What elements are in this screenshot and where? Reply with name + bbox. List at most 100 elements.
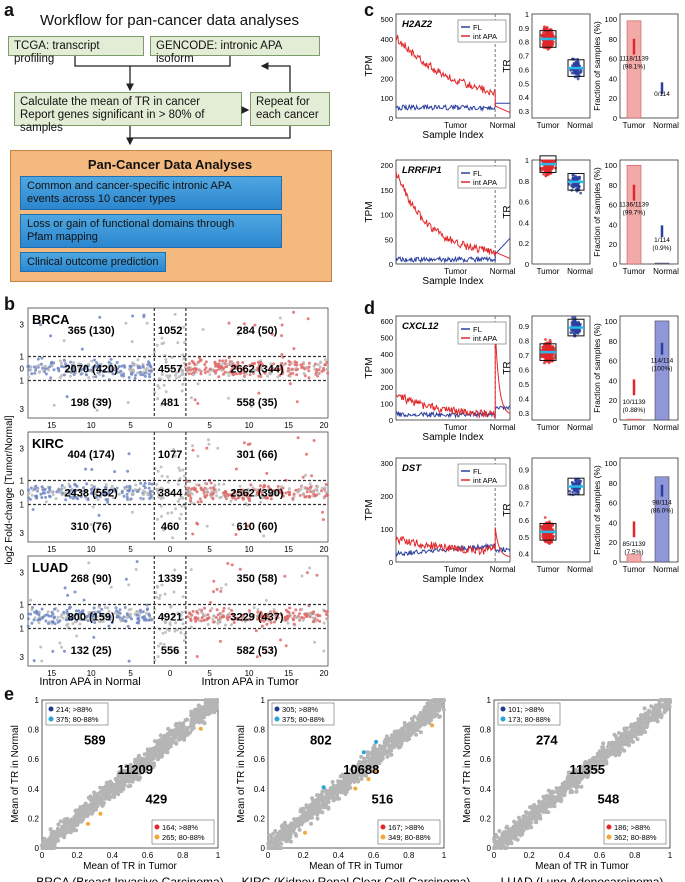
frac-ytick: 20 [609, 94, 617, 103]
apa-tpm-line [395, 527, 511, 557]
b-point [74, 609, 78, 613]
b-point [66, 593, 70, 597]
gene-name: CXCL12 [402, 321, 439, 332]
e-point [399, 740, 404, 745]
e-point [430, 723, 435, 728]
frac-tumor-bar [626, 164, 642, 265]
b-point [255, 655, 259, 659]
b-point [124, 577, 128, 581]
e-legend-dot [48, 716, 54, 722]
frac-normal-count: 114/114 [651, 358, 674, 365]
tr-tumor-point [544, 32, 548, 35]
b-point [276, 375, 280, 379]
b-point [156, 384, 160, 388]
panel-letter-b: b [4, 294, 15, 314]
e-point [115, 787, 120, 791]
pan-cancer-title: Pan-Cancer Data Analyses [87, 157, 253, 172]
b-point [205, 487, 209, 491]
b-point [135, 560, 139, 564]
tr-tumor-point [546, 354, 550, 358]
b-point [199, 358, 203, 362]
b-point [268, 368, 272, 372]
b-point [222, 606, 226, 610]
tr-ytick: 0.6 [519, 198, 529, 207]
b-point [145, 612, 148, 615]
e-point [161, 748, 166, 753]
tpm-ytick: 200 [380, 74, 393, 83]
b-point [203, 614, 207, 618]
b-point [246, 487, 250, 491]
legend-apa-label: int APA [473, 178, 497, 187]
b-point [175, 376, 178, 380]
b-point [248, 363, 252, 367]
tr-ytick: 0.7 [519, 351, 529, 360]
b-point [281, 371, 285, 374]
b-point [209, 601, 212, 604]
b-point [179, 364, 183, 368]
e-point [92, 790, 97, 795]
b-point [278, 373, 282, 377]
b-point [76, 497, 80, 501]
b-point [55, 618, 59, 622]
b-point [53, 615, 56, 619]
e-point [178, 731, 182, 736]
b-point [318, 614, 322, 618]
tr-frame [531, 457, 591, 563]
tr-tumor-point [546, 47, 550, 51]
b-point [211, 497, 215, 501]
b-point [40, 659, 44, 663]
tr-tumor-point [550, 540, 553, 544]
b-point [234, 365, 238, 369]
e-point [298, 809, 303, 814]
b-point [168, 623, 172, 627]
b-point [35, 612, 39, 615]
b-point [157, 597, 161, 600]
b-point [139, 373, 143, 377]
b-point [72, 489, 76, 493]
b-point [315, 493, 319, 497]
b-point [241, 361, 245, 364]
b-ytick: 1 [20, 601, 25, 610]
tpm-ylabel: TPM [364, 357, 375, 378]
e-point [76, 819, 81, 824]
b-point [256, 366, 260, 370]
frac-tick-normal: Normal [653, 565, 679, 574]
b-point [63, 486, 67, 490]
b-ytick: 3 [20, 321, 25, 330]
b-point [147, 482, 151, 486]
b-point [252, 606, 256, 610]
b-point [41, 488, 45, 492]
tr-normal-point [579, 70, 583, 74]
e-point [297, 827, 302, 832]
tpm-ytick: 400 [380, 350, 393, 359]
b-point [181, 622, 185, 626]
tr-normal-point [576, 62, 579, 66]
frac-tumor-count: 1118/1139 [619, 56, 649, 63]
e-point [280, 837, 285, 842]
b-point [107, 360, 111, 364]
e-point [141, 763, 146, 768]
e-point [414, 732, 419, 737]
b-point [323, 486, 327, 490]
b-point [81, 609, 85, 613]
b-point [266, 496, 270, 500]
b-point [60, 373, 64, 377]
b-point [33, 487, 37, 491]
b-xtick: 20 [320, 669, 329, 678]
e-point [174, 721, 179, 726]
b-point [63, 586, 67, 590]
tr-tumor-point [543, 159, 547, 163]
b-point [79, 372, 83, 376]
b-point [138, 370, 142, 374]
b-point [217, 367, 221, 371]
b-point [286, 621, 290, 625]
frac-ylabel: Fraction of samples (%) [592, 167, 602, 257]
analysis-item-common: Common and cancer-specific intronic APA … [20, 176, 282, 210]
tr-ytick: 0.8 [519, 177, 529, 186]
tr-tumor-point [543, 356, 547, 360]
b-xtick: 5 [207, 545, 212, 554]
b-point [256, 617, 259, 621]
b-point [189, 496, 193, 500]
